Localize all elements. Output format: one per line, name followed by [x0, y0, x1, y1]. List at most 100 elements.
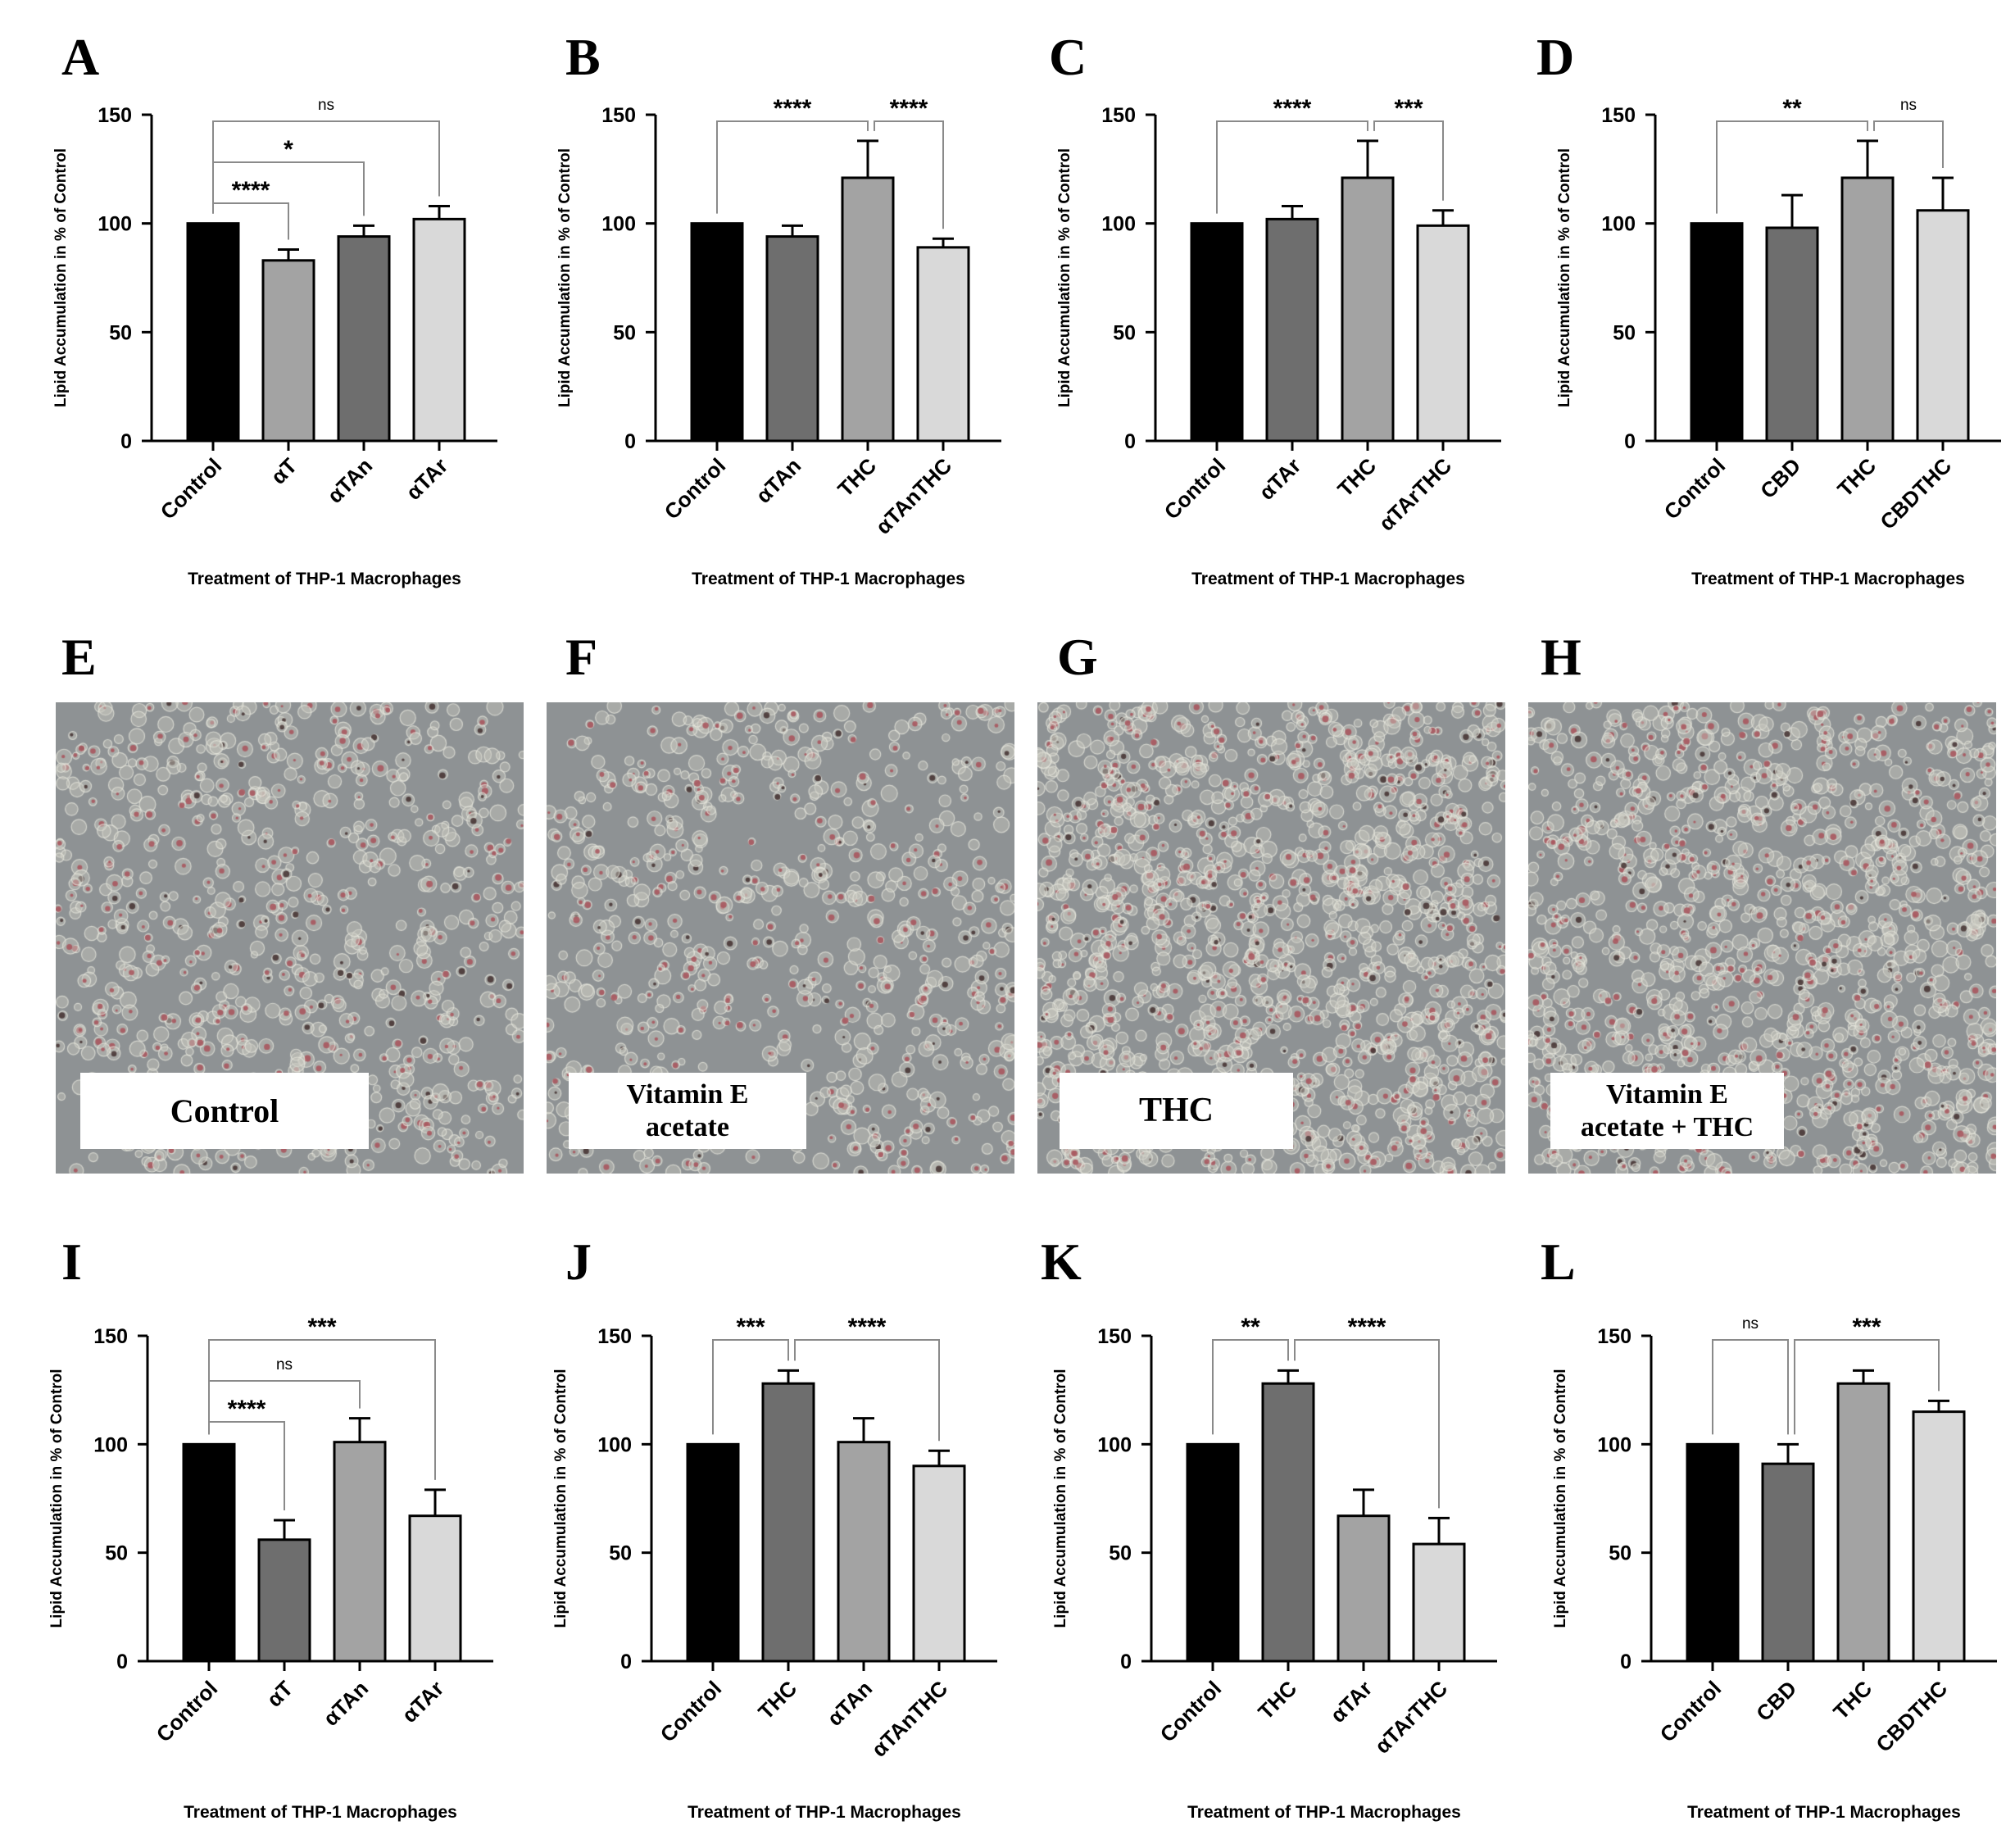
bar — [841, 176, 895, 443]
panel-l: L Lipid Accumulation in % of Control 0 50 1… — [1504, 1221, 2012, 1844]
category-label: THC — [1832, 453, 1881, 502]
bar-chart: Lipid Accumulation in % of Control 0 50 100… — [1056, 95, 1501, 588]
bar — [1337, 1514, 1391, 1663]
y-tick-label: 150 — [1601, 104, 1636, 127]
bar — [408, 1514, 462, 1663]
y-tick-label: 50 — [1609, 1542, 1632, 1565]
y-tick-label: 150 — [601, 104, 636, 127]
y-axis-title: Lipid Accumulation in % of Control — [52, 148, 70, 407]
x-axis-title: Treatment of THP-1 Macrophages — [1691, 570, 1965, 588]
y-axis-title: Lipid Accumulation in % of Control — [48, 1369, 66, 1628]
category-label: Control — [1160, 453, 1231, 524]
significance-bracket — [1873, 120, 1944, 168]
y-tick-label: 50 — [1613, 321, 1636, 344]
bar — [1265, 217, 1319, 443]
panel-letter: F — [565, 628, 598, 686]
y-tick-label: 150 — [1597, 1325, 1632, 1348]
x-axis-title: Treatment of THP-1 Macrophages — [1687, 1803, 1961, 1822]
category-label: αTAr — [401, 453, 452, 505]
category-label: CBDTHC — [1871, 1676, 1952, 1757]
y-tick-label: 150 — [597, 1325, 632, 1348]
y-tick-label: 150 — [93, 1325, 128, 1348]
category-label: THC — [833, 453, 881, 502]
y-tick-label: 0 — [1120, 1650, 1132, 1673]
category-label: αTArTHC — [1370, 1676, 1453, 1759]
bar — [1916, 209, 1970, 443]
significance-bracket — [712, 1339, 789, 1435]
y-tick-label: 0 — [1124, 430, 1136, 453]
category-label: αT — [261, 1676, 297, 1712]
category-label: CBD — [1751, 1676, 1801, 1726]
significance-bracket — [1212, 1339, 1289, 1435]
panel-a: A Lipid Accumulation in % of Control 0 50 1… — [0, 0, 508, 606]
significance-label: **** — [890, 95, 928, 122]
bar — [186, 222, 240, 443]
category-label: αTAn — [318, 1676, 373, 1731]
bar — [1416, 224, 1470, 443]
panel-c: C Lipid Accumulation in % of Control 0 50 1… — [1004, 0, 1512, 606]
y-axis-title: Lipid Accumulation in % of Control — [552, 1369, 570, 1628]
bar-chart: Lipid Accumulation in % of Control 0 50 100… — [52, 97, 497, 588]
bar — [837, 1441, 891, 1663]
bar — [333, 1441, 387, 1663]
micrograph-vitamin-e-acetate-thc: Vitamin E acetate + THC — [1528, 702, 1996, 1174]
micrograph-label-line: Vitamin E — [626, 1079, 749, 1110]
panel-letter: K — [1041, 1233, 1082, 1291]
significance-bracket — [874, 120, 944, 229]
y-tick-label: 100 — [1101, 213, 1136, 236]
category-label: Control — [1155, 1676, 1227, 1747]
y-tick-label: 100 — [98, 213, 132, 236]
significance-bracket — [1373, 120, 1444, 201]
panel-j: J Lipid Accumulation in % of Control 0 50 1… — [504, 1221, 1012, 1844]
y-axis-title: Lipid Accumulation in % of Control — [1056, 148, 1073, 407]
y-axis-title: Lipid Accumulation in % of Control — [1052, 1369, 1069, 1628]
significance-label: **** — [232, 177, 270, 204]
x-axis-title: Treatment of THP-1 Macrophages — [1191, 570, 1465, 588]
significance-label: ns — [1742, 1315, 1759, 1333]
significance-label: ** — [1241, 1314, 1260, 1341]
y-tick-label: 50 — [613, 321, 636, 344]
bar — [1341, 176, 1395, 443]
micrograph-label: THC — [1060, 1073, 1293, 1149]
micrograph-label-line: acetate + THC — [1580, 1111, 1754, 1142]
micrograph-label: Control — [80, 1073, 369, 1149]
significance-bracket — [1712, 1339, 1789, 1435]
category-label: THC — [1253, 1676, 1301, 1724]
bar — [761, 1382, 815, 1663]
panel-letter: J — [565, 1233, 592, 1291]
significance-label: **** — [1273, 95, 1312, 122]
y-axis-title: Lipid Accumulation in % of Control — [556, 148, 574, 407]
x-axis-title: Treatment of THP-1 Macrophages — [1187, 1803, 1461, 1822]
y-tick-label: 0 — [620, 1650, 632, 1673]
panel-letter: H — [1541, 628, 1582, 686]
bar — [1690, 222, 1744, 443]
significance-bracket — [1216, 120, 1368, 214]
category-label: Control — [1659, 453, 1731, 524]
panel-letter: G — [1057, 628, 1098, 686]
micrograph-label-line: acetate — [646, 1111, 729, 1142]
category-label: αTAn — [822, 1676, 877, 1731]
significance-bracket — [716, 120, 869, 214]
y-tick-label: 100 — [601, 213, 636, 236]
y-tick-label: 100 — [1597, 1433, 1632, 1456]
significance-label: ns — [1900, 97, 1917, 114]
micrograph-control: Control — [56, 702, 524, 1174]
y-tick-label: 50 — [1109, 1542, 1132, 1565]
category-label: αTAn — [751, 453, 806, 508]
category-label: αTAr — [1254, 453, 1305, 505]
x-axis-title: Treatment of THP-1 Macrophages — [692, 570, 965, 588]
category-label: αTAnTHC — [867, 1676, 953, 1762]
category-label: THC — [1332, 453, 1381, 502]
bar — [1765, 226, 1819, 443]
x-axis-title: Treatment of THP-1 Macrophages — [184, 1803, 457, 1822]
category-label: αTAr — [397, 1676, 448, 1728]
y-tick-label: 100 — [1097, 1433, 1132, 1456]
bar-chart: Lipid Accumulation in % of Control 0 50 100… — [1552, 1314, 1997, 1822]
y-tick-label: 100 — [93, 1433, 128, 1456]
significance-label: ** — [1782, 95, 1802, 122]
y-tick-label: 150 — [1101, 104, 1136, 127]
bar — [690, 222, 744, 443]
bar — [1412, 1542, 1466, 1663]
significance-bracket — [212, 120, 440, 214]
bar — [686, 1442, 740, 1663]
